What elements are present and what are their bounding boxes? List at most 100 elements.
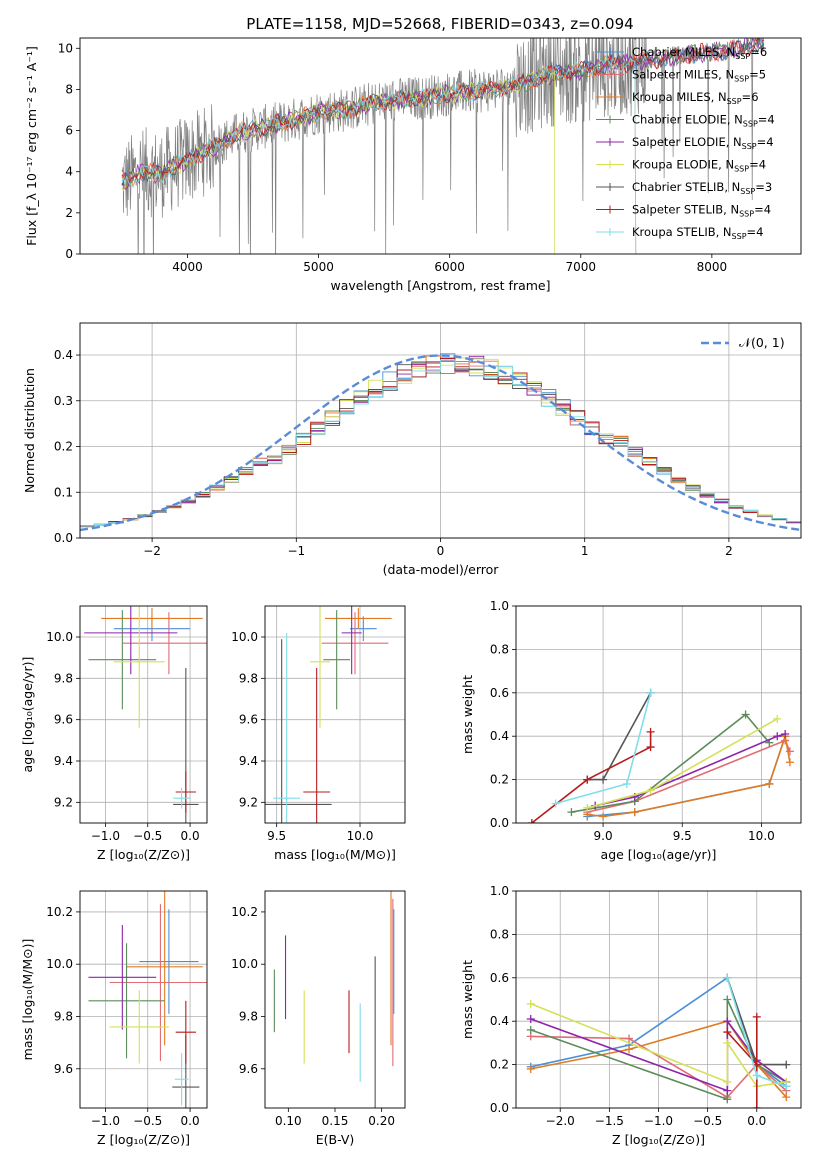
- weight-marker: [622, 779, 631, 788]
- y-tick-label: 9.6: [239, 1062, 258, 1076]
- legend-nssp-value: 6: [751, 90, 758, 104]
- x-tick-label: 2: [725, 544, 733, 558]
- weight-marker: [723, 1095, 732, 1104]
- weight-marker: [741, 710, 750, 719]
- y-tick-label: 0.3: [54, 394, 73, 408]
- weight-marker: [526, 1064, 535, 1073]
- weight-marker: [646, 786, 655, 795]
- weight-marker: [781, 730, 790, 739]
- y-tick-label: 10.2: [231, 905, 258, 919]
- legend-nssp-value: 6: [760, 45, 767, 59]
- x-tick-label: 0.15: [322, 1114, 349, 1128]
- legend-nssp-value: 4: [756, 225, 763, 239]
- legend-label: Chabrier ELODIE, NSSP=4: [632, 113, 775, 129]
- weight-marker: [551, 799, 560, 808]
- y-axis-label: age [log₁₀(age/yr)]: [20, 657, 35, 773]
- model-spectrum: [121, 38, 765, 186]
- x-axis-label: Z [log₁₀(Z/Z⊙)]: [612, 1132, 705, 1147]
- x-axis-label: E(B-V): [316, 1132, 355, 1147]
- legend-model-name: Chabrier MILES: [632, 45, 719, 59]
- y-tick-label: 0.0: [490, 1101, 509, 1115]
- y-tick-label: 9.6: [54, 1062, 73, 1076]
- y-tick-label: 0.2: [54, 440, 73, 454]
- legend-nssp-eq: =: [754, 203, 764, 217]
- legend-model-name: Chabrier ELODIE: [632, 113, 727, 127]
- weight-marker: [646, 688, 655, 697]
- x-tick-label: 8000: [697, 260, 728, 274]
- x-tick-label: 9.5: [673, 829, 692, 843]
- legend-label: Kroupa ELODIE, NSSP=4: [632, 158, 766, 174]
- legend-nssp-eq: =: [750, 45, 760, 59]
- weight-marker: [527, 819, 536, 823]
- model-spectrum: [121, 55, 637, 254]
- weight-marker: [773, 732, 782, 741]
- legend-label: Chabrier MILES, NSSP=6: [632, 45, 767, 61]
- y-tick-label: 10.2: [46, 905, 73, 919]
- y-tick-label: 9.8: [54, 671, 73, 685]
- legend-model-name: Salpeter ELODIE: [632, 135, 726, 149]
- x-tick-label: 4000: [172, 260, 203, 274]
- y-tick-label: 1.0: [490, 599, 509, 613]
- weight-marker: [752, 1012, 761, 1021]
- axes-frame: [515, 890, 802, 1109]
- weight-marker: [723, 973, 732, 982]
- x-tick-label: −1.0: [91, 829, 120, 843]
- y-tick-label: 9.2: [54, 795, 73, 809]
- y-tick-label: 0.4: [490, 729, 509, 743]
- weight-marker: [782, 1093, 791, 1102]
- legend-nssp-prefix: , N: [711, 90, 727, 104]
- x-axis-label: Z [log₁₀(Z/Z⊙)]: [97, 847, 190, 862]
- y-tick-label: 0.0: [490, 816, 509, 830]
- legend-label: Kroupa MILES, NSSP=6: [632, 90, 759, 106]
- x-tick-label: 0.0: [747, 1114, 766, 1128]
- x-axis-label: age [log₁₀(age/yr)]: [601, 847, 717, 862]
- x-tick-label: −1.5: [595, 1114, 624, 1128]
- legend-model-name: Kroupa MILES: [632, 90, 711, 104]
- x-tick-label: 0.0: [181, 829, 200, 843]
- legend-nssp-prefix: , N: [719, 45, 735, 59]
- axes-frame: [264, 890, 406, 1109]
- x-tick-label: −1.0: [644, 1114, 673, 1128]
- panel-age_vs_z: −1.0 −0.5 0.0 9.2 9.4 9.6 9.8 10.0 Z [log₁₀(Z/Z⊙…: [20, 605, 208, 862]
- legend-nssp-sub: SSP: [740, 187, 755, 196]
- weight-marker: [723, 1017, 732, 1026]
- x-tick-label: 0: [437, 544, 445, 558]
- legend-nssp-sub: SSP: [742, 142, 757, 151]
- x-tick-label: 0.10: [275, 1114, 302, 1128]
- gaussian-curve: [80, 354, 801, 532]
- y-tick-label: 0: [65, 247, 73, 261]
- model-spectrum: [121, 54, 637, 254]
- x-axis-label: wavelength [Angstrom, rest frame]: [330, 278, 550, 293]
- weight-marker: [723, 995, 732, 1004]
- weight-marker: [630, 808, 639, 817]
- x-tick-label: 0.0: [181, 1114, 200, 1128]
- plot-area: [80, 353, 801, 538]
- legend-nssp-value: 3: [765, 180, 772, 194]
- x-tick-label: 10.0: [347, 829, 374, 843]
- weight-marker: [625, 1045, 634, 1054]
- weight-line: [531, 731, 652, 823]
- legend-nssp-eq: =: [742, 90, 752, 104]
- legend-model-name: Chabrier STELIB: [632, 180, 724, 194]
- weight-marker: [599, 775, 608, 784]
- legend-nssp-sub: SSP: [734, 165, 749, 174]
- plot-area: [121, 38, 765, 254]
- weight-marker: [723, 1028, 732, 1037]
- y-tick-label: 0.6: [490, 686, 509, 700]
- y-tick-label: 0.1: [54, 485, 73, 499]
- y-tick-label: 8: [65, 82, 73, 96]
- y-tick-label: 9.6: [54, 713, 73, 727]
- y-tick-label: 0.4: [490, 1014, 509, 1028]
- x-tick-label: 7000: [565, 260, 596, 274]
- legend-nssp-sub: SSP: [735, 52, 750, 61]
- legend-nssp-sub: SSP: [739, 210, 754, 219]
- legend-model-name: Salpeter STELIB: [632, 203, 723, 217]
- weight-marker: [765, 779, 774, 788]
- legend-label: Salpeter MILES, NSSP=5: [632, 68, 766, 84]
- weight-marker: [583, 775, 592, 784]
- weight-marker: [583, 803, 592, 812]
- legend-nssp-value: 5: [759, 68, 766, 82]
- weight-marker: [752, 1071, 761, 1080]
- weight-line: [571, 713, 770, 813]
- plot-area: [265, 606, 392, 823]
